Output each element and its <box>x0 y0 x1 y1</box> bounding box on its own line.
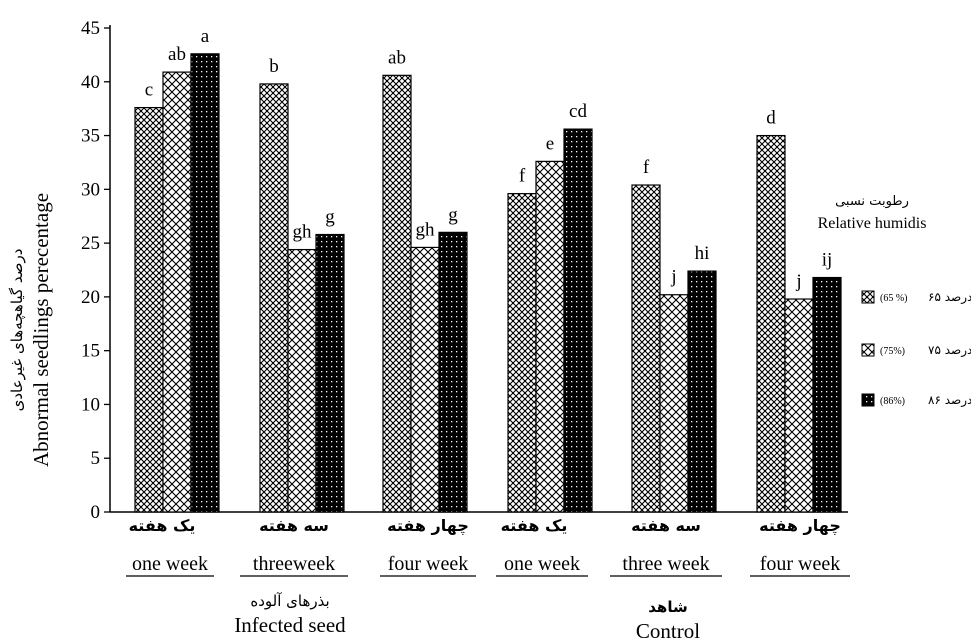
legend-label-en: (86%) <box>880 396 905 407</box>
group-label-control-fa: شاهد <box>648 598 687 616</box>
y-tick-label: 45 <box>81 18 100 39</box>
bar-series-3-cat-1 <box>190 53 220 513</box>
bar-letter-label: g <box>325 207 335 228</box>
bar-series-2-cat-5 <box>659 294 689 513</box>
bar-letter-label: e <box>546 133 554 154</box>
bar-series-2-cat-3 <box>410 246 440 513</box>
bar-series-1-cat-2 <box>259 83 289 513</box>
bar-series-3-cat-6 <box>812 276 842 513</box>
group-label-infected-fa: بذرهای آلوده <box>250 592 329 610</box>
y-tick-label: 20 <box>81 287 100 308</box>
legend-label-en: (65 %) <box>880 293 908 304</box>
category-label-fa: یک هفته <box>501 516 568 535</box>
bar-letter-label: b <box>269 56 279 77</box>
y-tick-label: 15 <box>81 341 100 362</box>
bar-letter-label: ab <box>168 44 186 65</box>
bar-letter-label: a <box>201 26 210 47</box>
category-label-en: one week <box>504 553 580 575</box>
bar-series-1-cat-3 <box>382 74 412 513</box>
bar-letter-label: c <box>145 80 153 101</box>
bar-letter-label: gh <box>416 219 436 240</box>
category-labels: یک هفته one week سه هفته threeweek چهار هفته… <box>126 516 850 577</box>
bar-letter-label: d <box>766 108 776 129</box>
bar-letter-label: ij <box>822 250 833 271</box>
bars <box>134 53 842 513</box>
legend-title-fa: رطوبت نسبی <box>835 194 909 209</box>
legend-swatch-3 <box>861 393 875 407</box>
y-tick-label: 35 <box>81 126 100 147</box>
y-tick-label: 25 <box>81 233 100 254</box>
group-label-control: Control <box>636 619 700 641</box>
y-ticks: 0 5 10 15 20 25 30 35 40 45 <box>81 18 110 523</box>
bar-letter-label: cd <box>569 101 587 122</box>
bar-letter-label: ab <box>388 47 406 68</box>
bar-series-2-cat-6 <box>784 298 814 513</box>
category-label-en: three week <box>622 553 709 575</box>
bar-series-1-cat-4 <box>507 193 537 513</box>
category-label-en: threeweek <box>253 553 335 575</box>
bar-letter-label: g <box>448 204 458 225</box>
bar-series-2-cat-4 <box>535 160 565 513</box>
legend: (65 %) ۶۵ درصد (75%) ۷۵ درصد (86%) ۸۶ درصد <box>861 290 971 408</box>
legend-label-en: (75%) <box>880 346 905 357</box>
bar-series-1-cat-5 <box>631 184 661 513</box>
y-axis-label-fa: درصد گیاهچه‌های غیرعادی <box>8 249 26 412</box>
category-label-en: four week <box>760 553 841 575</box>
bar-letter-label: f <box>643 157 650 178</box>
y-tick-label: 0 <box>91 502 101 523</box>
legend-swatch-2 <box>861 343 875 357</box>
category-label-fa: سه هفته <box>631 516 701 535</box>
bar-series-3-cat-5 <box>687 270 717 513</box>
bar-series-1-cat-1 <box>134 106 164 513</box>
category-label-fa: چهار هفته <box>759 516 841 536</box>
category-label-en: four week <box>388 553 469 575</box>
bar-series-2-cat-1 <box>162 71 192 513</box>
y-tick-label: 5 <box>91 448 101 469</box>
category-label-fa: چهار هفته <box>387 516 469 536</box>
bar-letter-label: gh <box>293 222 313 243</box>
y-axis-label: Abnormal seedlings perecentage <box>29 193 53 467</box>
legend-label-fa: ۷۵ درصد <box>928 343 971 358</box>
y-tick-label: 30 <box>81 179 100 200</box>
category-label-fa: سه هفته <box>259 516 329 535</box>
bar-series-2-cat-2 <box>287 248 317 513</box>
bar-letter-labels: c b ab f f d ab gh gh e j j a g g cd hi ij <box>145 26 833 292</box>
bar-letter-label: f <box>519 166 526 187</box>
y-tick-label: 10 <box>81 394 100 415</box>
group-label-infected: Infected seed <box>234 613 346 637</box>
bar-letter-label: hi <box>695 243 710 264</box>
legend-title-en: Relative humidis <box>818 215 927 232</box>
bar-series-1-cat-6 <box>756 134 786 513</box>
legend-label-fa: ۸۶ درصد <box>928 393 971 408</box>
bar-letter-label: j <box>795 271 801 292</box>
category-label-fa: یک هفته <box>129 516 196 535</box>
bar-series-3-cat-2 <box>315 233 345 513</box>
bar-letter-label: j <box>670 267 676 288</box>
bar-series-3-cat-4 <box>563 128 593 513</box>
y-tick-label: 40 <box>81 72 100 93</box>
bar-series-3-cat-3 <box>438 231 468 513</box>
legend-label-fa: ۶۵ درصد <box>928 290 971 305</box>
legend-swatch-1 <box>861 290 875 304</box>
category-label-en: one week <box>132 553 208 575</box>
